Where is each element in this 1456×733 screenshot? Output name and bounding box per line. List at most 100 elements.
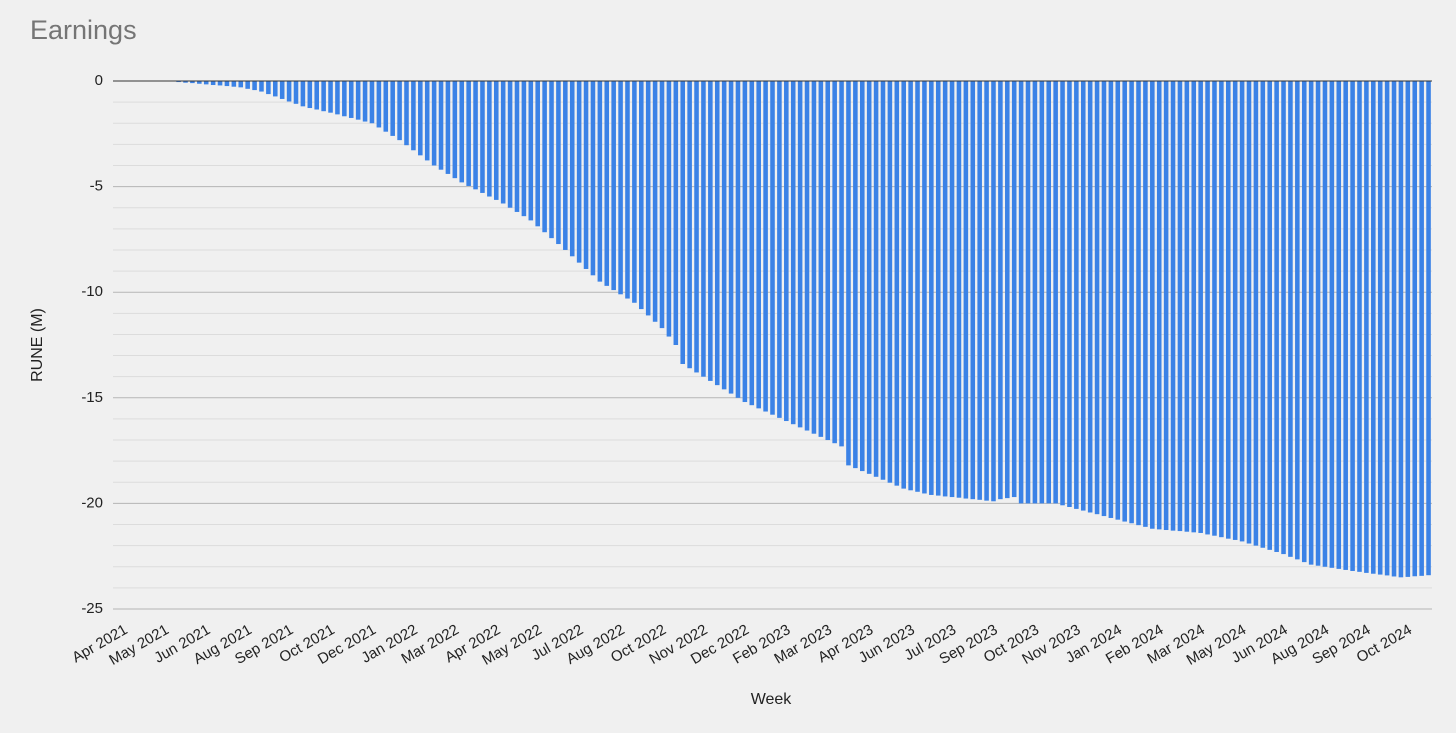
bar (645, 81, 651, 316)
bar (1232, 81, 1238, 540)
bar (1087, 81, 1093, 513)
bar (197, 81, 202, 84)
bar (286, 81, 292, 102)
bar (1018, 81, 1024, 504)
chart-title: Earnings (30, 15, 137, 45)
bar (901, 81, 906, 489)
bar (1067, 81, 1072, 507)
bar (1074, 81, 1079, 509)
bar (1246, 81, 1252, 544)
bar (611, 81, 616, 291)
bar (307, 81, 313, 109)
bar (666, 81, 672, 337)
bar (535, 81, 540, 227)
bar (473, 81, 478, 190)
bar (777, 81, 782, 418)
bar (770, 81, 775, 415)
bar (556, 81, 561, 245)
bar (466, 81, 471, 186)
bar (576, 81, 582, 263)
y-axis-label: RUNE (M) (29, 308, 46, 382)
bar (293, 81, 299, 104)
bar (1419, 81, 1424, 576)
bar (1357, 81, 1362, 572)
bar (1129, 81, 1134, 524)
bar (1391, 81, 1397, 577)
bar (873, 81, 879, 477)
x-axis-label: Week (751, 691, 793, 708)
bar (348, 81, 354, 118)
bar (1315, 81, 1321, 566)
bar (452, 81, 458, 179)
bar (894, 81, 900, 486)
bar (1115, 81, 1121, 520)
bar (1156, 81, 1162, 530)
bar (273, 81, 278, 97)
bar (1150, 81, 1155, 529)
y-tick-label: 0 (95, 72, 103, 89)
y-tick-label: -25 (81, 600, 103, 617)
bar (818, 81, 824, 437)
bar (942, 81, 948, 497)
bar (1322, 81, 1328, 567)
bar (300, 81, 306, 107)
bar (749, 81, 755, 406)
bar (1405, 81, 1411, 577)
bar (383, 81, 389, 132)
bar (866, 81, 872, 474)
bar (929, 81, 934, 495)
bar (721, 81, 727, 390)
bar (210, 81, 216, 86)
bar (1377, 81, 1383, 575)
bar (252, 81, 257, 91)
bar (673, 81, 679, 345)
bar (1011, 81, 1017, 498)
bar (1080, 81, 1086, 511)
bar (1364, 81, 1369, 573)
bar (480, 81, 485, 193)
bar (998, 81, 1003, 500)
bar (1267, 81, 1272, 550)
bar (880, 81, 886, 480)
bar (853, 81, 858, 469)
bar (908, 81, 913, 491)
bar (935, 81, 941, 496)
bar (411, 81, 416, 151)
bar (245, 81, 250, 89)
bar (176, 81, 181, 83)
bar (825, 81, 831, 441)
bar (763, 81, 768, 412)
bar (708, 81, 713, 381)
bar (279, 81, 285, 99)
bar (1336, 81, 1342, 569)
bar (217, 81, 223, 86)
bar (1005, 81, 1010, 499)
bar (1343, 81, 1348, 570)
bar (590, 81, 596, 276)
bar (1053, 81, 1058, 504)
bar (1039, 81, 1045, 504)
bar (1025, 81, 1031, 504)
bar (804, 81, 810, 431)
bar (922, 81, 927, 494)
bar (1163, 81, 1169, 531)
bar (397, 81, 402, 141)
bar (238, 81, 244, 88)
bar (369, 81, 375, 124)
bar (1191, 81, 1197, 533)
bar (1384, 81, 1390, 576)
bar (459, 81, 465, 183)
bar (1170, 81, 1176, 531)
bar (1032, 81, 1038, 504)
bar (625, 81, 630, 299)
bar (887, 81, 893, 483)
y-tick-label: -15 (81, 389, 103, 406)
bar (514, 81, 520, 212)
bar (915, 81, 920, 492)
bar (431, 81, 437, 166)
bar (335, 81, 340, 115)
bar (1412, 81, 1418, 577)
bar (321, 81, 326, 112)
